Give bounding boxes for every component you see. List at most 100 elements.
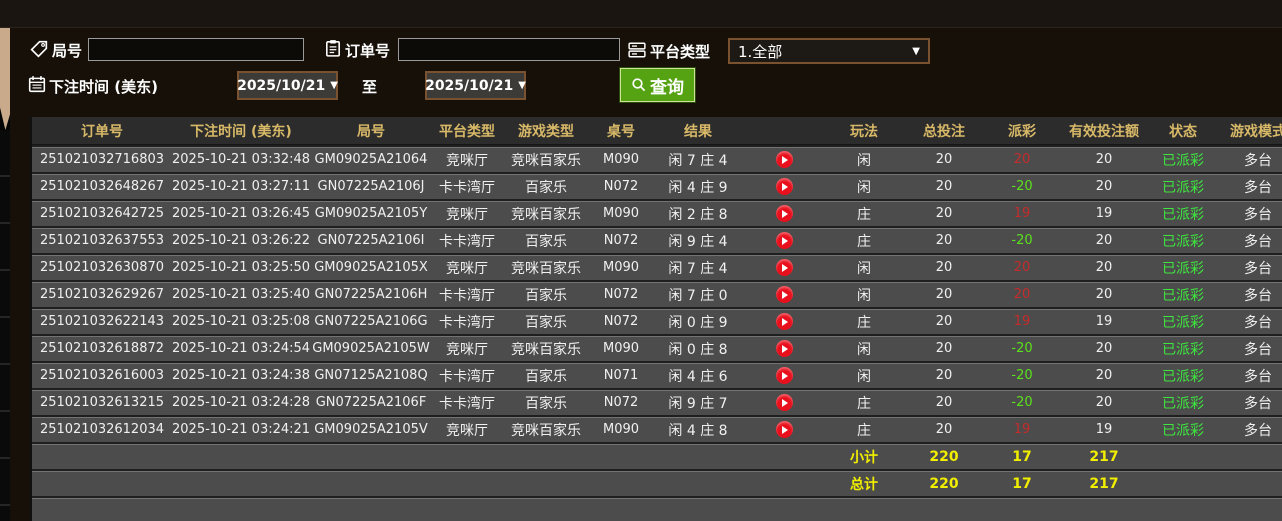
play-icon bbox=[782, 263, 788, 272]
platform-type-value: 1.全部 bbox=[738, 42, 783, 61]
cell-status: 已派彩 bbox=[1162, 287, 1204, 304]
cell-table_no: N071 bbox=[603, 368, 639, 383]
play-video-button[interactable] bbox=[775, 313, 793, 330]
cell-mode: 多台 bbox=[1244, 341, 1272, 358]
table-row: 251021032618872 2025-10-21 03:24:54 GM0902… bbox=[32, 334, 1282, 361]
table-empty-area bbox=[32, 496, 1282, 521]
cell-payout: 19 bbox=[1013, 314, 1031, 329]
play-video-button[interactable] bbox=[775, 178, 793, 195]
orders-table-header: 订单号 下注时间 (美东) 局号 平台类型 游戏类型 桌号 结果 玩法 总投注 派彩 有效投注额 状态… bbox=[32, 117, 1282, 145]
play-icon bbox=[782, 317, 788, 326]
column-header-valid_bet: 有效投注额 bbox=[1069, 123, 1139, 140]
cell-bet_time: 2025-10-21 03:24:21 bbox=[172, 422, 310, 437]
play-video-button[interactable] bbox=[775, 286, 793, 303]
cell-platform: 竞咪厅 bbox=[446, 341, 488, 358]
cell-play: 闲 bbox=[857, 260, 871, 277]
cell-valid_bet: 20 bbox=[1095, 287, 1113, 302]
video-cell bbox=[744, 286, 824, 303]
column-header-table_no: 桌号 bbox=[607, 123, 635, 140]
video-cell bbox=[744, 340, 824, 357]
cell-total_bet: 20 bbox=[935, 260, 953, 275]
cell-platform: 卡卡湾厅 bbox=[439, 314, 495, 331]
video-cell bbox=[744, 259, 824, 276]
play-video-button[interactable] bbox=[775, 151, 793, 168]
cell-game_type: 竞咪百家乐 bbox=[511, 422, 581, 439]
cell-game_type: 百家乐 bbox=[525, 395, 567, 412]
cell-status: 已派彩 bbox=[1162, 179, 1204, 196]
cell-valid_bet: 20 bbox=[1095, 152, 1113, 167]
column-header-play: 玩法 bbox=[850, 123, 878, 140]
cell-result: 闲 4 庄 6 bbox=[668, 368, 728, 385]
cell-total_bet: 20 bbox=[935, 341, 953, 356]
cell-payout: 19 bbox=[1013, 422, 1031, 437]
play-video-button[interactable] bbox=[775, 367, 793, 384]
cell-status: 已派彩 bbox=[1162, 233, 1204, 250]
cell-game_no: GM09025A2105W bbox=[312, 341, 430, 356]
cell-order_no: 251021032622143 bbox=[39, 314, 165, 329]
video-cell bbox=[744, 421, 824, 438]
cell-valid_bet: 20 bbox=[1095, 341, 1113, 356]
play-video-button[interactable] bbox=[775, 205, 793, 222]
play-video-button[interactable] bbox=[775, 259, 793, 276]
game-no-input[interactable] bbox=[88, 38, 304, 61]
video-cell bbox=[744, 394, 824, 411]
play-icon bbox=[782, 290, 788, 299]
play-video-button[interactable] bbox=[775, 232, 793, 249]
date-from-select[interactable]: 2025/10/21 ▼ bbox=[237, 71, 338, 100]
cell-table_no: M090 bbox=[602, 152, 640, 167]
video-cell bbox=[744, 313, 824, 330]
cell-order_no: 251021032630870 bbox=[39, 260, 165, 275]
cell-play: 闲 bbox=[857, 152, 871, 169]
column-header-result: 结果 bbox=[684, 123, 712, 140]
total-row: 总计 220 17 217 bbox=[32, 469, 1282, 496]
cell-order_no: 251021032637553 bbox=[39, 233, 165, 248]
cell-valid_bet: 19 bbox=[1095, 314, 1113, 329]
platform-type-select[interactable]: 1.全部 ▼ bbox=[728, 38, 930, 64]
cell-bet_time: 2025-10-21 03:24:54 bbox=[172, 341, 310, 356]
table-row: 251021032648267 2025-10-21 03:27:11 GN0722… bbox=[32, 172, 1282, 199]
date-to-value: 2025/10/21 bbox=[425, 77, 514, 94]
column-header-platform: 平台类型 bbox=[439, 123, 495, 140]
cell-table_no: M090 bbox=[602, 206, 640, 221]
cell-result: 闲 4 庄 8 bbox=[668, 422, 728, 439]
cell-game_no: GN07225A2106G bbox=[314, 314, 428, 329]
query-button[interactable]: 查询 bbox=[620, 68, 695, 102]
cell-order_no: 251021032618872 bbox=[39, 341, 165, 356]
cell-payout: -20 bbox=[1011, 179, 1033, 194]
play-video-button[interactable] bbox=[775, 340, 793, 357]
column-header-mode: 游戏模式 bbox=[1230, 123, 1282, 140]
cell-bet_time: 2025-10-21 03:27:11 bbox=[172, 179, 310, 194]
cell-order_no: 251021032612034 bbox=[39, 422, 165, 437]
cell-valid_bet: 20 bbox=[1095, 395, 1113, 410]
cell-total_bet: 20 bbox=[935, 395, 953, 410]
cell-mode: 多台 bbox=[1244, 260, 1272, 277]
cell-platform: 竞咪厅 bbox=[446, 206, 488, 223]
order-no-label: 订单号 bbox=[345, 42, 391, 60]
cell-mode: 多台 bbox=[1244, 422, 1272, 439]
cell-total_bet: 20 bbox=[935, 179, 953, 194]
play-video-button[interactable] bbox=[775, 421, 793, 438]
cell-platform: 竞咪厅 bbox=[446, 152, 488, 169]
cell-payout: 20 bbox=[1013, 152, 1031, 167]
cell-result: 闲 9 庄 4 bbox=[668, 233, 728, 250]
platform-type-label: 平台类型 bbox=[650, 43, 711, 61]
date-to-select[interactable]: 2025/10/21 ▼ bbox=[425, 71, 526, 100]
column-header-order_no: 订单号 bbox=[81, 123, 123, 140]
order-no-input[interactable] bbox=[398, 38, 620, 61]
play-video-button[interactable] bbox=[775, 394, 793, 411]
cell-game_type: 竞咪百家乐 bbox=[511, 206, 581, 223]
cell-platform: 卡卡湾厅 bbox=[439, 233, 495, 250]
cell-payout: 20 bbox=[1013, 260, 1031, 275]
cell-game_type: 百家乐 bbox=[525, 368, 567, 385]
video-cell bbox=[744, 205, 824, 222]
game-no-label: 局号 bbox=[52, 42, 83, 60]
cell-mode: 多台 bbox=[1244, 314, 1272, 331]
play-icon bbox=[782, 155, 788, 164]
play-icon bbox=[782, 425, 788, 434]
cell-total_bet: 20 bbox=[935, 287, 953, 302]
cell-payout: -20 bbox=[1011, 341, 1033, 356]
cell-play: 庄 bbox=[857, 314, 871, 331]
cell-valid_bet: 20 bbox=[1095, 233, 1113, 248]
cell-result: 闲 7 庄 4 bbox=[668, 260, 728, 277]
